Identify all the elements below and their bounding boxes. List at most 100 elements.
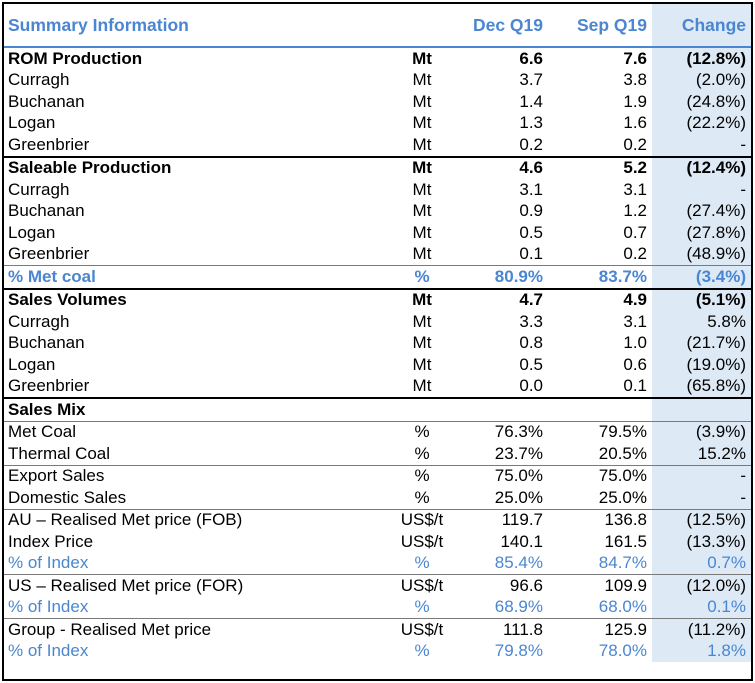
row-sep-q19: 79.5% [548,420,652,443]
header-row: Summary Information Dec Q19 Sep Q19 Chan… [4,4,751,47]
row-sep-q19: 20.5% [598,443,647,463]
row-dec-q19: 0.2 [519,134,543,154]
row-unit: Mt [412,91,432,111]
row-dec-q19: 4.7 [462,287,548,311]
row-unit [382,397,462,421]
row-dec-q19: 68.9% [494,597,543,617]
row-label: % of Index [8,597,89,617]
row-change: 0.1% [652,596,751,619]
row-dec-q19: 3.3 [519,311,543,331]
row-unit: US$/t [382,618,462,641]
table-row: Logan Mt 1.3 1.6 (22.2%) [4,112,751,134]
row-label: Sales Mix [4,397,382,421]
table-row: Saleable Production Mt 4.6 5.2 (12.4%) [4,155,751,179]
table-row: AU – Realised Met price (FOB) US$/t 119.7 1… [4,508,751,531]
row-change: (2.0%) [652,69,751,91]
row-sep-q19: 136.8 [548,508,652,531]
row-dec-q19: 0.1 [519,244,543,264]
row-dec-q19: 79.8% [494,641,543,661]
table-row: % of Index% 85.4% 84.7% 0.7% [4,552,751,575]
row-change: (19.0%) [652,354,751,376]
row-sep-q19: 83.7% [548,265,652,289]
row-unit: % [382,265,462,289]
row-change: (48.9%) [652,243,751,266]
row-unit: Mt [412,134,432,154]
table-row: Curragh Mt 3.7 3.8 (2.0%) [4,69,751,91]
row-change: (12.8%) [652,46,751,70]
row-dec-q19: 76.3% [462,420,548,443]
table-row: ROM Production Mt 6.6 7.6 (12.8%) [4,46,751,70]
row-dec-q19: 80.9% [462,265,548,289]
row-unit: Mt [382,155,462,179]
row-change [652,397,751,421]
row-dec-q19: 3.1 [519,179,543,199]
row-dec-q19: 111.8 [462,618,548,641]
row-change: (12.5%) [652,508,751,531]
row-change: (27.8%) [652,222,751,244]
row-dec-q19: 0.0 [519,376,543,396]
row-change: (21.7%) [652,332,751,354]
row-label: Greenbrier [8,244,90,264]
row-unit: % [414,597,430,617]
row-label: Logan [8,113,56,133]
table-row: Greenbrier Mt 0.1 0.2 (48.9%) [4,243,751,266]
row-label: Index Price [8,531,94,551]
row-dec-q19: 1.4 [519,91,543,111]
row-change: 1.8% [652,640,751,662]
row-dec-q19: 6.6 [462,46,548,70]
row-dec-q19 [462,397,548,421]
row-sep-q19: 84.7% [598,553,647,573]
table-row: Sales Mix [4,397,751,421]
row-sep-q19: 0.2 [623,134,647,154]
table-row: Buchanan Mt 0.9 1.2 (27.4%) [4,200,751,222]
table-row: Domestic Sales% 25.0% 25.0% - [4,487,751,509]
row-label: ROM Production [4,46,382,70]
row-label: Curragh [8,70,70,90]
row-unit: Mt [412,201,432,221]
row-label: Export Sales [4,464,382,487]
table-row: Buchanan Mt 1.4 1.9 (24.8%) [4,91,751,113]
row-change: (3.9%) [652,420,751,443]
row-label: Buchanan [8,201,85,221]
table-row: % Met coal% 80.9% 83.7% (3.4%) [4,265,751,289]
row-label: Met Coal [4,420,382,443]
table-row: Logan Mt 0.5 0.6 (19.0%) [4,354,751,376]
row-dec-q19: 140.1 [500,531,543,551]
table-row: Index Price US$/t 140.1 161.5 (13.3%) [4,531,751,553]
row-sep-q19: 68.0% [598,597,647,617]
row-dec-q19: 3.7 [519,70,543,90]
row-change: (12.0%) [652,574,751,597]
row-sep-q19: 3.1 [623,179,647,199]
row-label: Thermal Coal [8,443,111,463]
row-unit: % [414,641,430,661]
row-unit: Mt [382,46,462,70]
table-row: Group - Realised Met price US$/t 111.8 125.… [4,618,751,641]
row-sep-q19: 109.9 [548,574,652,597]
table-body: ROM Production Mt 6.6 7.6 (12.8%) Curragh Mt 3.… [4,46,751,662]
row-sep-q19: 125.9 [548,618,652,641]
table-row: Logan Mt 0.5 0.7 (27.8%) [4,222,751,244]
row-unit: US$/t [400,531,444,551]
row-sep-q19: 1.9 [623,91,647,111]
header-dec-q19: Dec Q19 [472,15,543,35]
row-unit: % [414,487,430,507]
table-row: US – Realised Met price (FOR) US$/t 96.6 10… [4,574,751,597]
row-sep-q19: 3.1 [623,311,647,331]
row-sep-q19: 1.6 [623,113,647,133]
row-label: Curragh [8,311,70,331]
header-unit [382,4,462,47]
row-change: - [652,487,751,509]
row-dec-q19: 25.0% [494,487,543,507]
row-label: Curragh [8,179,70,199]
row-label: Greenbrier [8,376,90,396]
table-row: Curragh Mt 3.1 3.1- [4,179,751,201]
row-change: (3.4%) [652,265,751,289]
row-change: (22.2%) [652,112,751,134]
row-label: % of Index [8,553,89,573]
row-unit: Mt [412,333,432,353]
row-dec-q19: 0.8 [519,333,543,353]
row-change: (65.8%) [652,375,751,398]
row-label: AU – Realised Met price (FOB) [4,508,382,531]
row-unit: Mt [412,244,432,264]
